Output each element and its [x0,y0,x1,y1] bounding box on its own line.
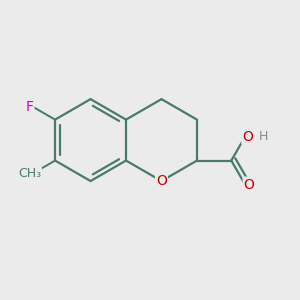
Text: O: O [244,178,255,192]
Text: O: O [156,174,167,188]
Text: F: F [26,100,33,114]
Text: O: O [242,130,253,143]
Text: CH₃: CH₃ [18,167,41,180]
Text: H: H [259,130,268,143]
